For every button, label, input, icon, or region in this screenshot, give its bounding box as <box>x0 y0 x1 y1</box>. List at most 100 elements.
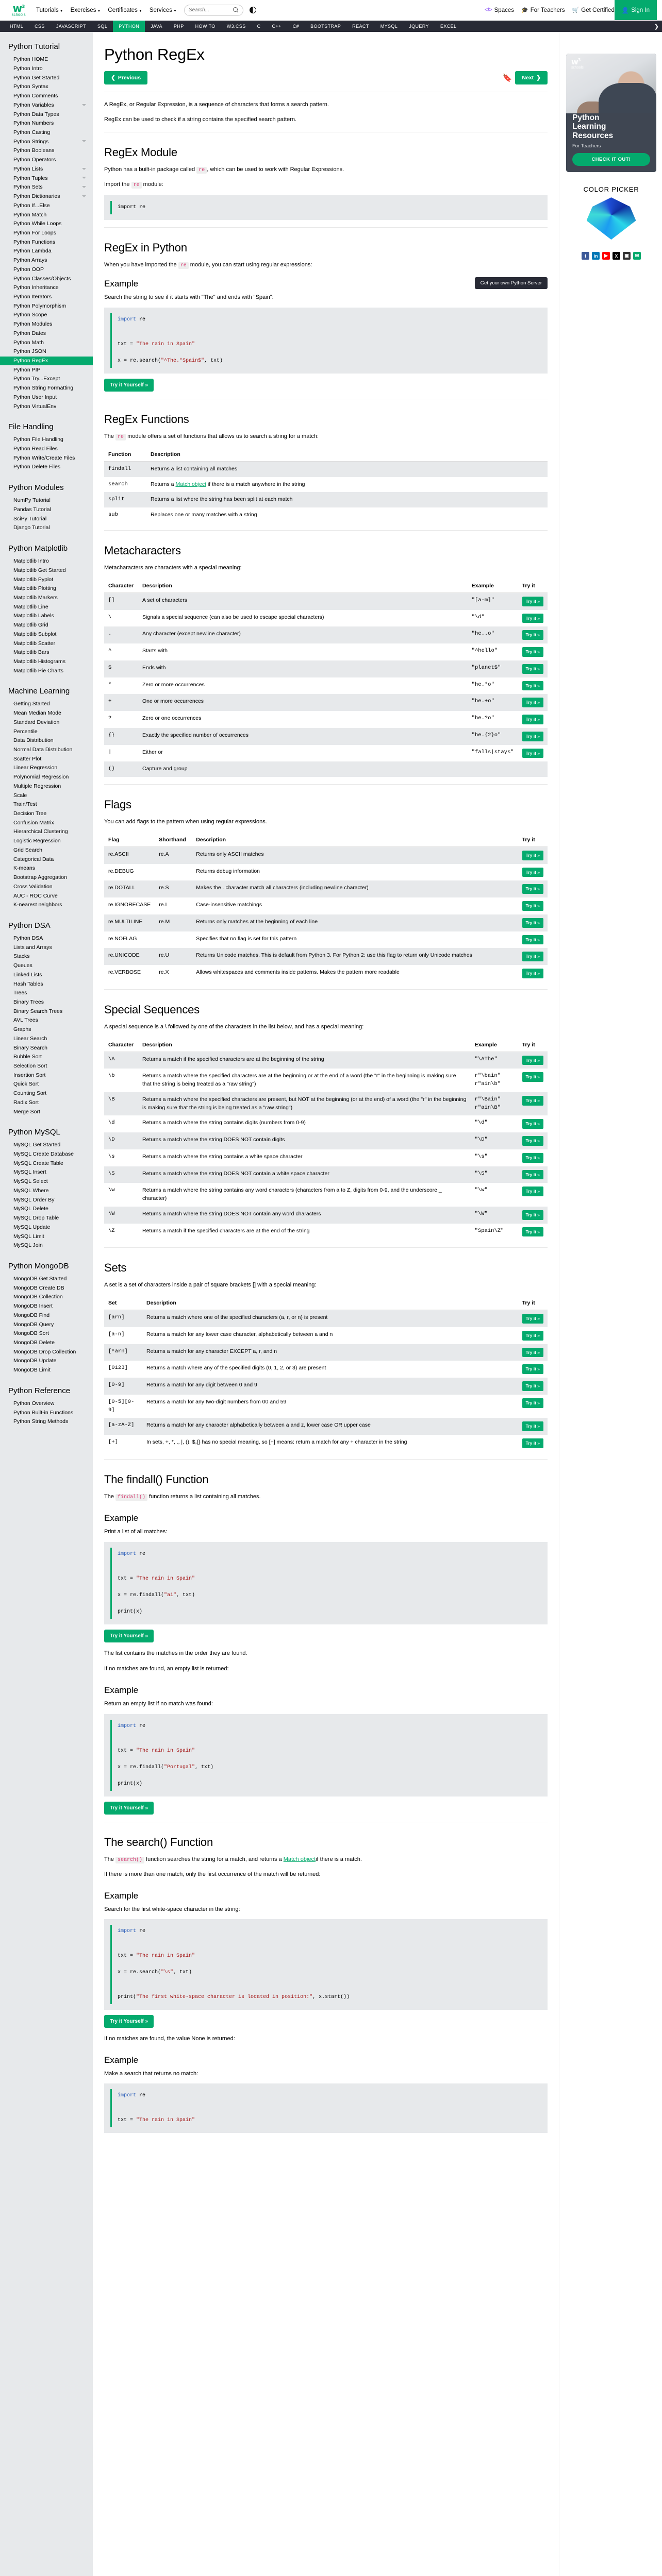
sidebar-item-mongodb-drop-collection[interactable]: MongoDB Drop Collection <box>0 1347 93 1357</box>
sidebar-item-python-lambda[interactable]: Python Lambda <box>0 247 93 256</box>
subnav-item-c-[interactable]: C++ <box>272 24 282 29</box>
sidebar-item-python-oop[interactable]: Python OOP <box>0 265 93 275</box>
sign-in-button[interactable]: 👤 Sign In <box>614 0 657 20</box>
chevron-down-icon[interactable] <box>82 195 86 197</box>
sidebar-item-python-if-else[interactable]: Python If...Else <box>0 201 93 211</box>
try-it-yourself-button[interactable]: Try it Yourself » <box>104 378 154 392</box>
sidebar-item-mongodb-insert[interactable]: MongoDB Insert <box>0 1302 93 1311</box>
cell-try-it[interactable]: Try it » <box>518 1224 548 1241</box>
subnav-item-how-to[interactable]: HOW TO <box>195 24 216 29</box>
subnav-item-python[interactable]: PYTHON <box>113 21 145 32</box>
try-it-button[interactable]: Try it » <box>522 1095 543 1106</box>
sidebar-item-mysql-create-database[interactable]: MySQL Create Database <box>0 1150 93 1159</box>
topnav-menu-exercises[interactable]: Exercises ▼ <box>71 7 101 13</box>
sidebar-item-python-delete-files[interactable]: Python Delete Files <box>0 463 93 472</box>
cell-try-it[interactable]: Try it » <box>518 745 548 762</box>
sidebar-item-python-string-formatting[interactable]: Python String Formatting <box>0 384 93 393</box>
subnav-scroll-right-icon[interactable]: ❯ <box>654 23 659 30</box>
sidebar-item-python-casting[interactable]: Python Casting <box>0 128 93 138</box>
sidebar-item-mysql-delete[interactable]: MySQL Delete <box>0 1205 93 1214</box>
sidebar-item-mean-median-mode[interactable]: Mean Median Mode <box>0 709 93 718</box>
subnav-item-sql[interactable]: SQL <box>97 24 108 29</box>
subnav-item-bootstrap[interactable]: BOOTSTRAP <box>310 24 341 29</box>
subnav-item-w3-css[interactable]: W3.CSS <box>226 24 246 29</box>
cell-try-it[interactable]: Try it » <box>518 1183 548 1207</box>
cell-try-it[interactable]: Try it » <box>518 592 548 609</box>
sidebar-item-matplotlib-line[interactable]: Matplotlib Line <box>0 602 93 612</box>
cell-function[interactable]: findall <box>108 465 131 472</box>
sidebar-item-python-sets[interactable]: Python Sets <box>0 183 93 192</box>
sidebar-item-mongodb-update[interactable]: MongoDB Update <box>0 1357 93 1366</box>
try-it-button[interactable]: Try it » <box>522 850 543 860</box>
cell-try-it[interactable]: Try it » <box>518 1361 548 1378</box>
sidebar-item-python-lists[interactable]: Python Lists <box>0 165 93 174</box>
sidebar-item-matplotlib-subplot[interactable]: Matplotlib Subplot <box>0 630 93 639</box>
sidebar-item-python-modules[interactable]: Python Modules <box>0 320 93 329</box>
subnav-item-css[interactable]: CSS <box>35 24 45 29</box>
sidebar-item-mysql-insert[interactable]: MySQL Insert <box>0 1168 93 1177</box>
sidebar-item-insertion-sort[interactable]: Insertion Sort <box>0 1071 93 1080</box>
sidebar-item-merge-sort[interactable]: Merge Sort <box>0 1107 93 1116</box>
sidebar-item-python-functions[interactable]: Python Functions <box>0 238 93 247</box>
sidebar-item-mysql-join[interactable]: MySQL Join <box>0 1241 93 1250</box>
sidebar-item-python-match[interactable]: Python Match <box>0 210 93 219</box>
cell-try-it[interactable]: Try it » <box>518 1149 548 1166</box>
sidebar-item-scipy-tutorial[interactable]: SciPy Tutorial <box>0 514 93 523</box>
sidebar-item-matplotlib-labels[interactable]: Matplotlib Labels <box>0 612 93 621</box>
sidebar-item-graphs[interactable]: Graphs <box>0 1025 93 1035</box>
sidebar-item-mysql-where[interactable]: MySQL Where <box>0 1187 93 1196</box>
cell-try-it[interactable]: Try it » <box>518 864 548 881</box>
cell-try-it[interactable]: Try it » <box>518 846 548 863</box>
sidebar-item-auc-roc-curve[interactable]: AUC - ROC Curve <box>0 891 93 901</box>
cell-try-it[interactable]: Try it » <box>518 1378 548 1395</box>
sidebar-item-python-tuples[interactable]: Python Tuples <box>0 174 93 183</box>
sidebar-item-binary-search-trees[interactable]: Binary Search Trees <box>0 1007 93 1016</box>
try-it-button[interactable]: Try it » <box>522 918 543 928</box>
sidebar-item-python-strings[interactable]: Python Strings <box>0 137 93 146</box>
next-button[interactable]: Next ❯ <box>515 71 548 84</box>
sidebar-item-python-arrays[interactable]: Python Arrays <box>0 256 93 265</box>
sidebar-item-django-tutorial[interactable]: Django Tutorial <box>0 523 93 533</box>
cell-try-it[interactable]: Try it » <box>518 643 548 660</box>
try-it-button[interactable]: Try it » <box>522 1187 543 1197</box>
sidebar-item-python-operators[interactable]: Python Operators <box>0 156 93 165</box>
sidebar-item-mongodb-get-started[interactable]: MongoDB Get Started <box>0 1275 93 1284</box>
try-it-button[interactable]: Try it » <box>522 1170 543 1180</box>
chevron-down-icon[interactable] <box>82 104 86 106</box>
sidebar-item-polynomial-regression[interactable]: Polynomial Regression <box>0 773 93 782</box>
sidebar-item-scatter-plot[interactable]: Scatter Plot <box>0 754 93 764</box>
sidebar-item-python-write-create-files[interactable]: Python Write/Create Files <box>0 453 93 463</box>
try-it-button[interactable]: Try it » <box>522 969 543 978</box>
sidebar-item-mongodb-delete[interactable]: MongoDB Delete <box>0 1338 93 1348</box>
sidebar-item-grid-search[interactable]: Grid Search <box>0 846 93 855</box>
w3schools-logo[interactable]: w3 schools <box>5 3 32 17</box>
sidebar-item-percentile[interactable]: Percentile <box>0 727 93 736</box>
cell-try-it[interactable]: Try it » <box>518 1395 548 1418</box>
sidebar-item-confusion-matrix[interactable]: Confusion Matrix <box>0 818 93 827</box>
sidebar-item-mongodb-limit[interactable]: MongoDB Limit <box>0 1366 93 1375</box>
cell-try-it[interactable]: Try it » <box>518 1069 548 1092</box>
sidebar-item-mysql-order-by[interactable]: MySQL Order By <box>0 1195 93 1205</box>
sidebar-item-python-syntax[interactable]: Python Syntax <box>0 82 93 92</box>
sidebar-item-python-math[interactable]: Python Math <box>0 338 93 347</box>
cell-try-it[interactable]: Try it » <box>518 1435 548 1452</box>
sidebar-item-mongodb-sort[interactable]: MongoDB Sort <box>0 1329 93 1338</box>
sidebar-item-logistic-regression[interactable]: Logistic Regression <box>0 837 93 846</box>
subnav-item-php[interactable]: PHP <box>173 24 184 29</box>
try-it-button[interactable]: Try it » <box>522 698 543 708</box>
cell-try-it[interactable]: Try it » <box>518 694 548 711</box>
sidebar-item-python-intro[interactable]: Python Intro <box>0 64 93 74</box>
sidebar-item-python-iterators[interactable]: Python Iterators <box>0 293 93 302</box>
try-it-button[interactable]: Try it » <box>522 1119 543 1129</box>
cell-function[interactable]: split <box>108 496 125 503</box>
sidebar-item-python-regex[interactable]: Python RegEx <box>0 356 93 366</box>
sidebar-item-bubble-sort[interactable]: Bubble Sort <box>0 1053 93 1062</box>
sidebar-item-decision-tree[interactable]: Decision Tree <box>0 809 93 819</box>
sidebar-item-python-inheritance[interactable]: Python Inheritance <box>0 283 93 293</box>
sidebar-item-python-virtualenv[interactable]: Python VirtualEnv <box>0 402 93 411</box>
dark-mode-toggle-icon[interactable] <box>249 7 256 13</box>
try-it-button[interactable]: Try it » <box>522 715 543 724</box>
try-it-button[interactable]: Try it » <box>522 1153 543 1163</box>
sidebar-item-trees[interactable]: Trees <box>0 989 93 998</box>
sidebar-item-pandas-tutorial[interactable]: Pandas Tutorial <box>0 505 93 515</box>
